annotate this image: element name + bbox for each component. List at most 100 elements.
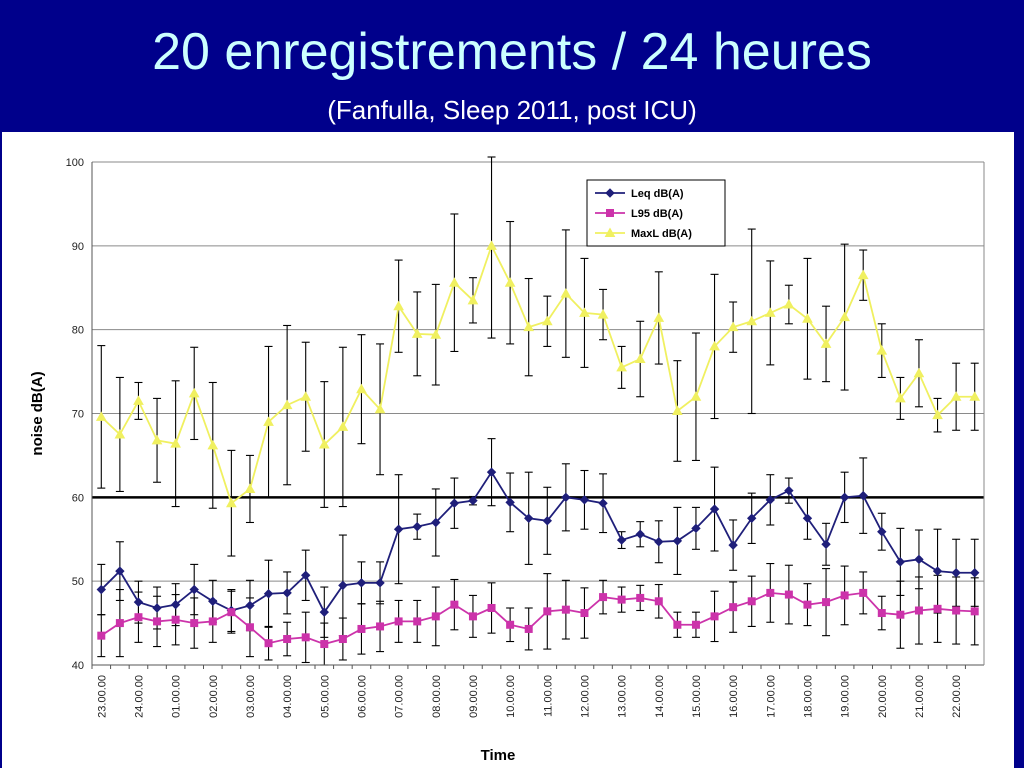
x-tick-label: 01.00.00	[171, 675, 183, 718]
data-point	[802, 513, 813, 523]
data-point	[152, 603, 162, 613]
data-point	[617, 595, 626, 604]
data-point	[394, 617, 403, 626]
data-point	[468, 495, 478, 506]
data-point	[450, 600, 459, 609]
data-point	[877, 526, 887, 537]
data-point	[858, 490, 868, 501]
data-point	[729, 603, 738, 612]
data-point	[411, 328, 423, 338]
legend-swatch-marker	[605, 188, 615, 198]
data-point	[672, 536, 683, 546]
x-axis-title: Time	[481, 747, 516, 764]
x-tick-label: 21.00.00	[914, 675, 926, 718]
data-point	[207, 439, 219, 450]
y-axis-title: noise dB(A)	[29, 371, 46, 455]
x-tick-label: 11.00.00	[542, 675, 554, 717]
data-point	[766, 588, 775, 597]
data-point	[746, 315, 758, 326]
data-point	[616, 361, 627, 372]
data-point	[561, 492, 571, 503]
data-point	[301, 570, 311, 581]
data-point	[523, 321, 535, 332]
data-point	[653, 312, 665, 322]
y-tick-label: 40	[72, 660, 84, 672]
data-point	[747, 597, 756, 606]
data-point	[765, 495, 775, 505]
data-point	[504, 277, 516, 287]
data-point	[190, 619, 199, 628]
data-point	[505, 497, 515, 508]
data-point	[822, 598, 831, 607]
data-point	[691, 523, 701, 534]
data-point	[764, 307, 776, 317]
data-point	[543, 607, 552, 616]
data-point	[188, 387, 200, 398]
data-point	[95, 411, 107, 421]
data-point	[208, 617, 217, 626]
slide-subtitle: (Fanfulla, Sleep 2011, post ICU)	[327, 95, 697, 125]
x-tick-label: 09.00.00	[468, 675, 480, 718]
noise-chart: 40 50 60 70 80 90 100 23.00.00 24.00.00 01.00.00 0…	[29, 156, 985, 764]
data-point	[319, 607, 329, 617]
data-point	[839, 311, 850, 322]
data-point	[133, 597, 144, 607]
data-point	[245, 623, 254, 632]
data-point	[580, 609, 589, 618]
data-point	[506, 620, 515, 629]
data-point	[467, 294, 479, 305]
data-point	[412, 521, 422, 532]
data-point	[690, 391, 702, 401]
data-point	[597, 309, 609, 319]
data-point	[728, 540, 738, 550]
data-point	[895, 557, 906, 567]
data-point	[264, 639, 273, 648]
chart-panel: 40 50 60 70 80 90 100 23.00.00 24.00.00 01.00.00 0…	[2, 132, 1014, 768]
data-point	[634, 353, 646, 364]
data-point	[802, 313, 813, 323]
data-point	[784, 485, 794, 496]
data-point	[970, 568, 980, 578]
data-point	[468, 612, 477, 621]
data-point	[413, 617, 422, 626]
x-tick-label: 24.00.00	[133, 675, 145, 718]
data-point	[970, 607, 979, 616]
data-point	[208, 596, 218, 606]
data-point	[431, 517, 441, 528]
x-tick-label: 07.00.00	[394, 675, 406, 718]
data-point	[170, 438, 181, 448]
x-tick-label: 14.00.00	[654, 675, 666, 718]
data-point	[283, 635, 292, 644]
y-tick-label: 100	[66, 157, 84, 169]
data-point	[376, 622, 385, 631]
slide-title: 20 enregistrements / 24 heures	[152, 23, 872, 81]
data-point	[524, 513, 534, 523]
data-point	[133, 395, 144, 405]
legend-label: MaxL dB(A)	[631, 228, 692, 240]
legend-label: Leq dB(A)	[631, 188, 684, 200]
data-point	[709, 504, 720, 514]
data-point	[784, 590, 793, 599]
data-point	[134, 613, 143, 622]
data-point	[857, 269, 869, 280]
data-point	[635, 529, 645, 539]
data-point	[338, 635, 347, 644]
data-point	[691, 620, 700, 629]
data-point	[803, 600, 812, 609]
data-point	[541, 315, 553, 326]
x-tick-label: 16.00.00	[728, 675, 740, 718]
data-point	[542, 516, 552, 526]
y-tick-label: 80	[72, 325, 84, 337]
data-point	[281, 399, 293, 410]
x-tick-label: 13.00.00	[617, 675, 629, 718]
data-point	[636, 593, 645, 602]
x-tick-label: 02.00.00	[208, 675, 220, 718]
legend[interactable]: Leq dB(A) L95 dB(A) MaxL dB(A)	[586, 179, 726, 247]
data-point	[97, 631, 106, 640]
data-point	[895, 392, 906, 403]
legend-swatch-marker	[606, 209, 614, 217]
data-point	[282, 588, 292, 598]
data-point	[153, 617, 162, 626]
data-point	[115, 566, 125, 576]
data-point	[932, 409, 943, 420]
